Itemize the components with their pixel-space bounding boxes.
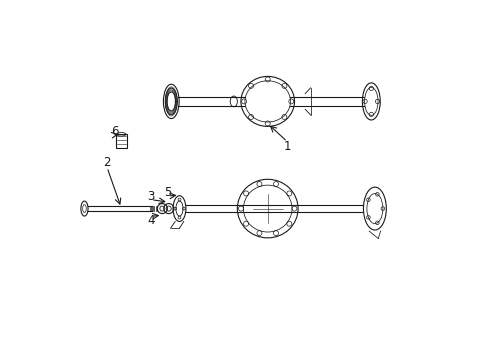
Text: 4: 4: [147, 213, 154, 226]
Text: 6: 6: [111, 125, 119, 138]
Text: 2: 2: [103, 156, 110, 169]
Text: 3: 3: [147, 190, 154, 203]
Text: 1: 1: [283, 140, 290, 153]
Text: 5: 5: [163, 186, 171, 199]
